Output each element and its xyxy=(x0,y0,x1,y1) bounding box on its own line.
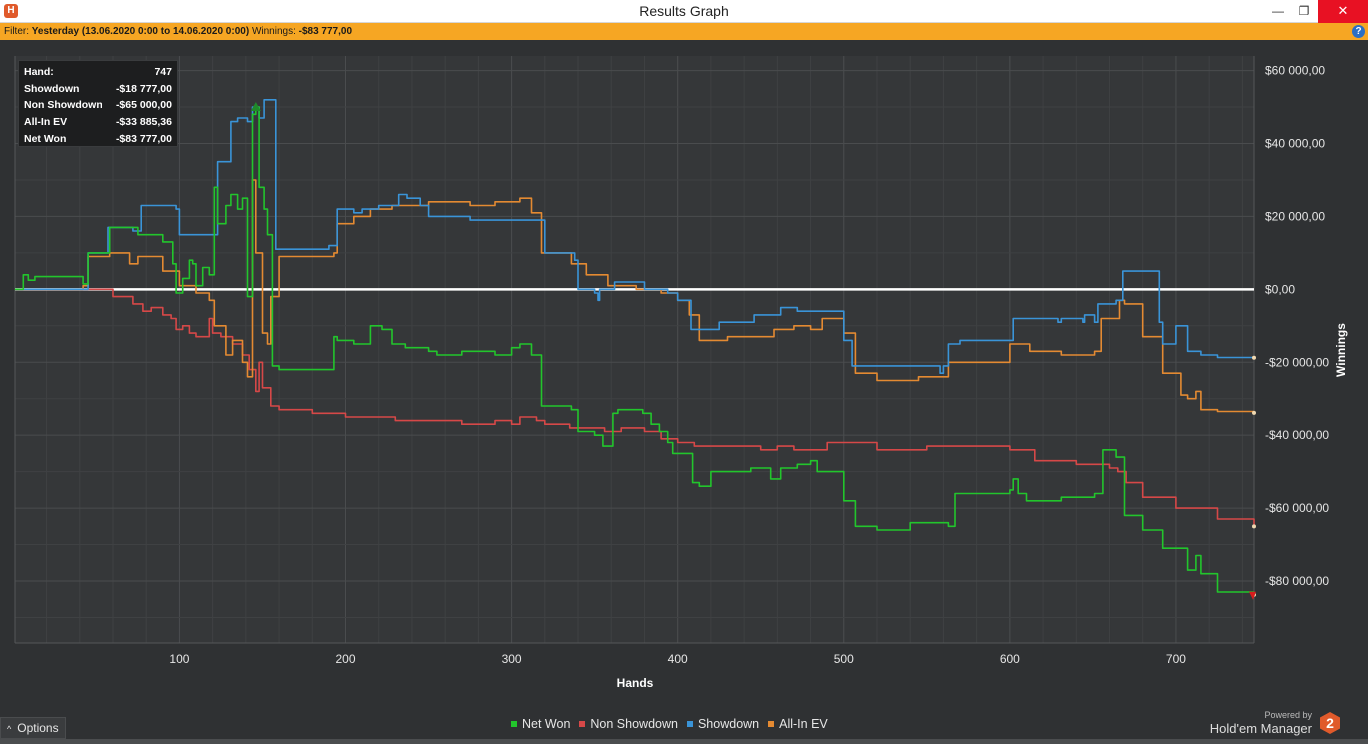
stat-non-showdown: Non Showdown -$65 000,00 xyxy=(24,97,172,114)
legend-item-net-won[interactable]: Net Won xyxy=(511,717,570,731)
legend-item-allin-ev[interactable]: All-In EV xyxy=(768,717,828,731)
brand-area: Powered by Hold'em Manager 2 xyxy=(1204,708,1354,740)
peak-marker xyxy=(250,102,261,112)
grid xyxy=(14,56,1255,644)
series-lines xyxy=(15,99,1255,595)
legend-label: Net Won xyxy=(522,717,571,731)
series-line-all-in-ev xyxy=(15,179,1255,413)
y-axis-ticks: $60 000,00 $40 000,00 $20 000,00 $0,00 -$20 … xyxy=(1265,64,1329,588)
stat-label: All-In EV xyxy=(24,116,68,129)
brand-name: Hold'em Manager xyxy=(1209,721,1312,736)
x-tick-label: 300 xyxy=(502,652,522,666)
options-label: Options xyxy=(17,721,59,735)
minimize-button[interactable]: — xyxy=(1272,4,1284,18)
legend-swatch xyxy=(511,721,517,727)
stat-label: Non Showdown xyxy=(24,99,102,112)
stat-value: -$83 777,00 xyxy=(115,132,172,145)
legend-swatch xyxy=(768,721,775,727)
y-tick-label: $20 000,00 xyxy=(1265,209,1325,223)
series-line-non-showdown xyxy=(15,288,1255,527)
results-chart: 100 200 300 400 500 600 700 $60 000,00 $40 000,… xyxy=(0,40,1368,705)
plot-area xyxy=(15,56,1254,643)
hm2-logo-icon: H xyxy=(4,4,18,18)
x-tick-label: 600 xyxy=(1000,652,1020,666)
stat-hand: Hand: 747 xyxy=(24,64,172,81)
legend-item-non-showdown[interactable]: Non Showdown xyxy=(579,717,678,731)
legend-label: All-In EV xyxy=(779,717,828,731)
powered-by-text: Powered by xyxy=(1264,710,1312,720)
title-bar: H Results Graph — ❐ ✕ xyxy=(0,0,1368,23)
series-end-marker xyxy=(1252,524,1256,529)
winnings-value: -$83 777,00 xyxy=(298,26,353,37)
winnings-label: Winnings: xyxy=(251,26,296,37)
maximize-button[interactable]: ❐ xyxy=(1298,4,1310,18)
window-title: Results Graph xyxy=(639,3,729,19)
stat-showdown: Showdown -$18 777,00 xyxy=(24,81,172,98)
stat-label: Hand: xyxy=(24,66,54,78)
x-tick-label: 700 xyxy=(1166,652,1186,666)
legend-label: Showdown xyxy=(697,717,760,731)
legend-swatch xyxy=(686,721,693,727)
hm2-logo-icon: 2 xyxy=(1320,712,1340,734)
y-tick-label: -$80 000,00 xyxy=(1265,574,1329,588)
stat-value: 747 xyxy=(154,66,172,78)
y-tick-label: -$60 000,00 xyxy=(1265,501,1329,515)
filter-prefix: Filter: xyxy=(4,26,29,37)
x-axis-ticks: 100 200 300 400 500 600 700 xyxy=(169,652,1186,666)
series-line-net-won xyxy=(15,106,1255,595)
y-tick-label: $60 000,00 xyxy=(1265,64,1325,78)
legend-swatch xyxy=(579,721,586,727)
x-tick-label: 100 xyxy=(169,652,189,666)
y-axis-label: Winnings xyxy=(1334,323,1348,377)
stat-net-won: Net Won -$83 777,00 xyxy=(24,131,172,148)
y-tick-label: -$20 000,00 xyxy=(1265,355,1329,369)
stat-label: Net Won xyxy=(24,132,67,145)
help-icon[interactable]: ? xyxy=(1352,25,1365,38)
x-tick-label: 200 xyxy=(335,652,355,666)
x-tick-label: 400 xyxy=(668,652,688,666)
filter-range: Yesterday (13.06.2020 0:00 to 14.06.2020… xyxy=(31,26,250,37)
stat-value: -$33 885,36 xyxy=(115,116,172,129)
x-axis-label: Hands xyxy=(617,676,654,690)
series-end-marker xyxy=(1252,355,1256,360)
stat-label: Showdown xyxy=(24,82,80,95)
y-tick-label: $0,00 xyxy=(1265,282,1295,296)
results-graph-svg: 100 200 300 400 500 600 700 $60 000,00 $40 000,… xyxy=(14,56,1348,690)
legend-item-showdown[interactable]: Showdown xyxy=(686,717,760,731)
y-tick-label: -$40 000,00 xyxy=(1265,428,1329,442)
series-end-marker xyxy=(1252,410,1256,415)
chart-legend: Net Won Non Showdown Showdown All-In EV xyxy=(511,717,828,731)
stat-value: -$18 777,00 xyxy=(115,82,172,95)
hand-stats-panel: Hand: 747 Showdown -$18 777,00 Non Showd… xyxy=(18,60,178,147)
stat-value: -$65 000,00 xyxy=(115,99,172,112)
caret-up-icon: ^ xyxy=(7,724,12,734)
low-marker xyxy=(1249,591,1256,600)
y-tick-label: $40 000,00 xyxy=(1265,137,1325,151)
close-button[interactable]: ✕ xyxy=(1318,0,1368,23)
x-tick-label: 500 xyxy=(834,652,854,666)
horizontal-scrollbar[interactable] xyxy=(0,739,1368,744)
legend-label: Non Showdown xyxy=(590,717,678,731)
bottom-bar: ^ Options Net Won Non Showdown Showdown A… xyxy=(0,705,1368,744)
filter-bar[interactable]: Filter: Yesterday (13.06.2020 0:00 to 14… xyxy=(0,23,1368,40)
end-markers xyxy=(250,102,1256,600)
brand-logo-text: 2 xyxy=(1326,715,1334,731)
stat-allin-ev: All-In EV -$33 885,36 xyxy=(24,114,172,131)
options-button[interactable]: ^ Options xyxy=(0,717,66,739)
